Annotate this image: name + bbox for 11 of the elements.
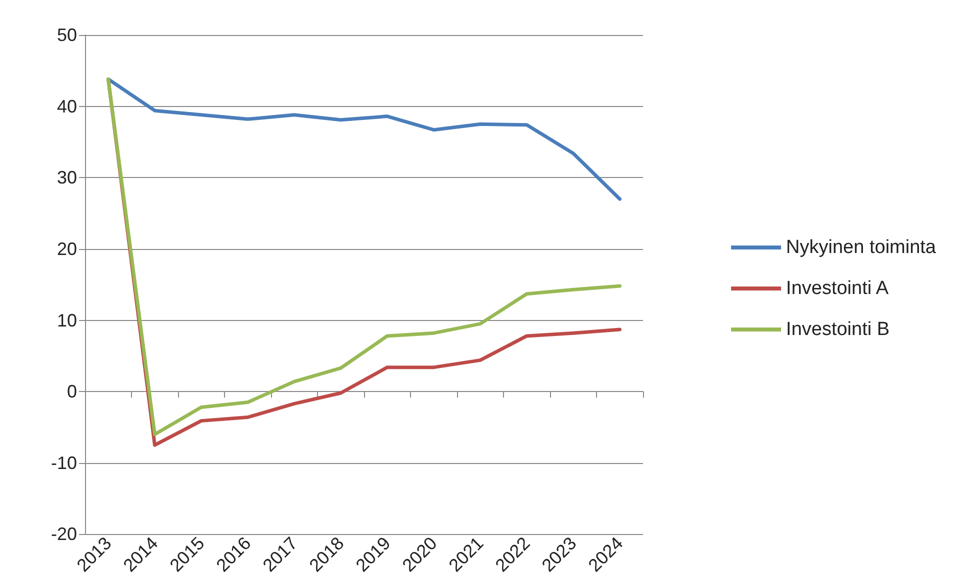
y-tick-label: 40 <box>56 96 77 116</box>
y-tick-label: 20 <box>56 238 77 259</box>
legend-label: Nykyinen toiminta <box>786 237 936 258</box>
y-tick-label: 10 <box>56 310 77 330</box>
y-tick-label: -10 <box>50 452 77 473</box>
legend-label: Investointi A <box>786 278 889 299</box>
legend-label: Investointi B <box>786 319 890 340</box>
y-tick-label: 30 <box>56 168 77 188</box>
y-tick-label: 0 <box>66 382 77 402</box>
y-tick-label: -20 <box>50 524 77 544</box>
y-tick-label: 50 <box>56 25 77 45</box>
